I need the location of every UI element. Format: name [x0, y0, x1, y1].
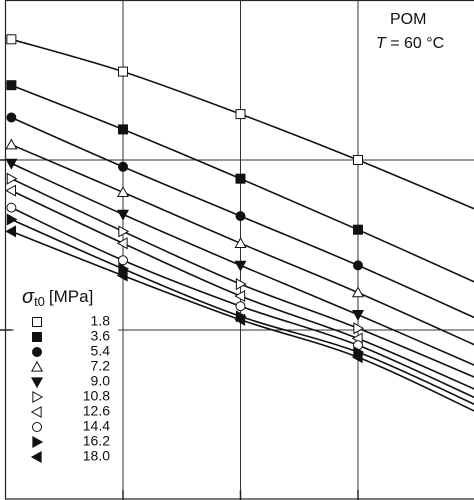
marker: [351, 310, 365, 321]
legend-marker: [30, 405, 42, 419]
legend-marker: [32, 347, 42, 357]
legend-label: 10.8: [83, 388, 110, 404]
marker: [6, 202, 17, 213]
legend-label: 5.4: [91, 343, 111, 359]
marker: [116, 237, 128, 250]
marker: [116, 209, 130, 221]
marker: [116, 269, 128, 282]
legend-symbol: σ: [22, 286, 35, 308]
marker: [118, 124, 128, 135]
marker: [353, 260, 363, 271]
legend: 1.83.65.47.29.010.812.614.416.218.0: [30, 313, 111, 464]
marker: [118, 225, 130, 238]
marker: [234, 260, 247, 272]
marker: [5, 184, 17, 197]
marker: [234, 237, 247, 248]
legend-marker: [32, 332, 42, 342]
legend-label: 7.2: [91, 358, 111, 374]
legend-marker: [32, 317, 42, 327]
legend-subscript: t0: [34, 294, 45, 309]
marker: [353, 155, 363, 165]
legend-marker: [30, 377, 44, 389]
temperature-value: = 60 °C: [390, 35, 444, 52]
marker: [5, 225, 17, 238]
legend-label: 18.0: [83, 448, 110, 464]
legend-label: 3.6: [91, 328, 111, 344]
temperature-symbol: T: [376, 35, 387, 52]
marker: [118, 161, 128, 172]
legend-label: 1.8: [91, 313, 111, 329]
marker: [235, 301, 246, 312]
marker: [5, 138, 18, 150]
marker: [6, 172, 18, 185]
marker: [118, 262, 130, 275]
legend-marker: [32, 390, 44, 404]
curve: [11, 38, 474, 210]
markers: [5, 34, 365, 364]
marker: [351, 351, 363, 364]
marker: [235, 109, 246, 120]
marker: [351, 286, 365, 298]
annotation-background: [372, 5, 467, 55]
legend-marker: [30, 450, 42, 464]
marker: [6, 34, 17, 45]
legend-label: 16.2: [83, 433, 110, 449]
marker: [235, 278, 247, 291]
marker: [234, 313, 246, 326]
plot-frame: [4, 0, 474, 500]
marker: [116, 186, 130, 197]
legend-marker: [32, 435, 44, 449]
marker: [118, 255, 128, 266]
marker: [6, 80, 17, 91]
legend-label: 14.4: [83, 418, 110, 434]
marker: [235, 173, 246, 184]
legend-marker: [30, 360, 44, 372]
marker: [6, 112, 17, 123]
legend-background: [14, 280, 118, 465]
legend-unit: [MPa]: [49, 287, 93, 306]
legend-title: σt0 [MPa]: [22, 286, 93, 309]
marker: [235, 211, 246, 222]
legend-label: 12.6: [83, 403, 110, 419]
marker: [5, 158, 18, 170]
legend-label: 9.0: [91, 373, 111, 389]
marker: [6, 213, 18, 226]
marker: [353, 322, 365, 335]
marker: [118, 66, 128, 77]
marker: [234, 289, 246, 303]
marker: [353, 224, 363, 235]
material-label: POM: [390, 11, 426, 28]
temperature-label: T = 60 °C: [376, 35, 444, 52]
legend-marker: [32, 422, 42, 432]
